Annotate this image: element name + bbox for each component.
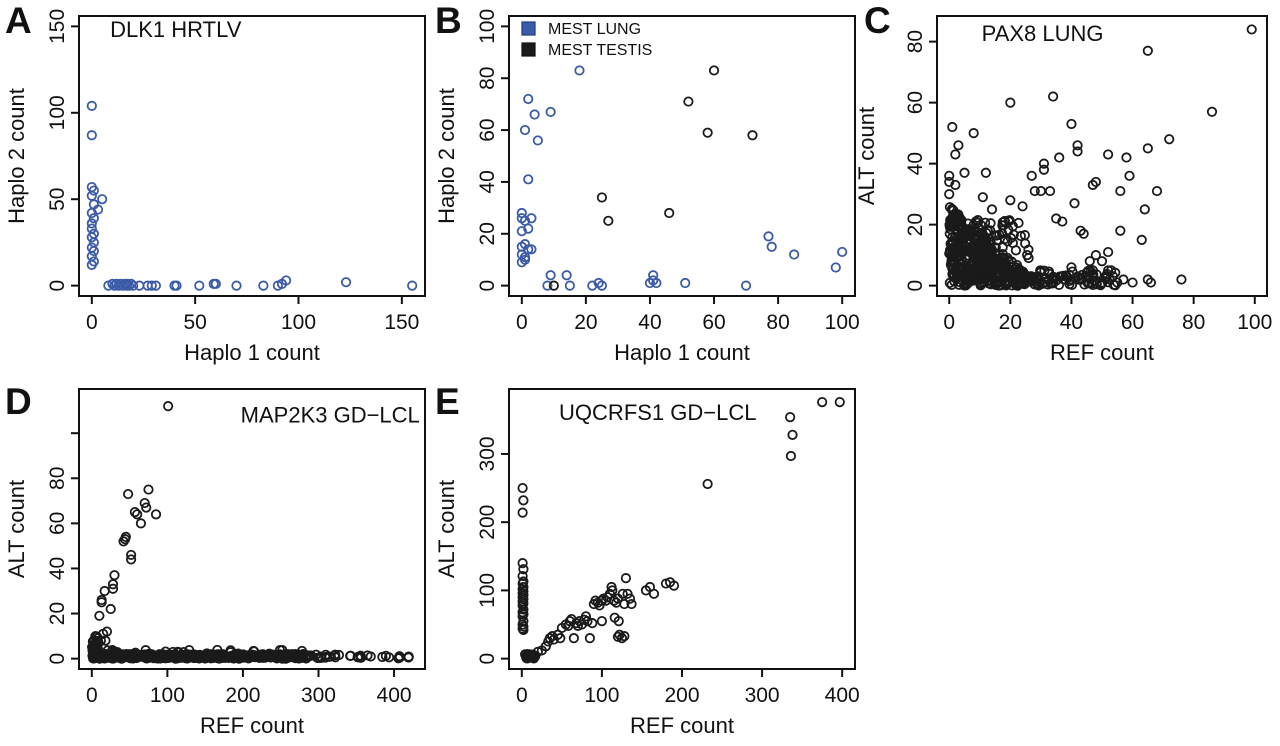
svg-text:50: 50	[183, 311, 206, 334]
svg-text:40: 40	[46, 557, 69, 580]
svg-text:PAX8 LUNG: PAX8 LUNG	[982, 21, 1104, 46]
svg-text:20: 20	[46, 602, 69, 625]
svg-text:0: 0	[476, 653, 499, 665]
svg-text:REF count: REF count	[1050, 340, 1154, 365]
svg-text:DLK1 HRTLV: DLK1 HRTLV	[110, 17, 242, 42]
panel-b-scatter-mest: 0 20 40 60 80 100 0 20 40 60 80 100 Haplo 1 count Hap…	[434, 9, 860, 365]
svg-text:0: 0	[904, 280, 927, 292]
panel-e: E 0 100 200 300 400 0 100 200 300 REF count ALT co…	[430, 373, 860, 746]
svg-text:0: 0	[86, 684, 98, 707]
svg-text:100: 100	[476, 9, 499, 44]
panel-e-letter: E	[435, 381, 460, 422]
panel-d-letter: D	[5, 381, 32, 422]
panel-c-scatter-pax8-lung: 0 20 40 60 80 100 0 20 40 60 80 REF count ALT count P…	[854, 15, 1272, 365]
svg-text:0: 0	[86, 311, 98, 334]
svg-text:60: 60	[702, 311, 725, 334]
svg-text:150: 150	[384, 311, 419, 334]
svg-text:80: 80	[766, 311, 789, 334]
svg-text:20: 20	[904, 213, 927, 236]
panel-a-scatter-dlk1-hrtlv: 0 50 100 150 0 50 100 150 Haplo 1 count Haplo 2 c…	[4, 9, 426, 365]
svg-text:REF count: REF count	[630, 713, 734, 738]
panel-d: D 0 100 200 300 400 0 20 40 60 80 REF count ALT cou…	[0, 373, 430, 746]
panel-a-letter: A	[5, 0, 32, 41]
svg-text:60: 60	[476, 118, 499, 141]
svg-text:60: 60	[46, 512, 69, 535]
svg-text:400: 400	[825, 684, 860, 707]
svg-text:80: 80	[904, 30, 927, 53]
svg-text:200: 200	[664, 684, 699, 707]
svg-text:100: 100	[46, 95, 69, 130]
svg-text:100: 100	[150, 684, 185, 707]
svg-text:UQCRFS1 GD−LCL: UQCRFS1 GD−LCL	[559, 400, 756, 425]
panel-b-letter: B	[435, 0, 462, 41]
svg-text:0: 0	[46, 653, 69, 665]
svg-text:40: 40	[1060, 311, 1083, 334]
svg-text:300: 300	[745, 684, 780, 707]
svg-text:0: 0	[516, 684, 528, 707]
svg-text:40: 40	[638, 311, 661, 334]
svg-text:ALT count: ALT count	[854, 107, 879, 205]
svg-text:20: 20	[476, 222, 499, 245]
panel-d-scatter-map2k3-gdlcl: 0 100 200 300 400 0 20 40 60 80 REF count ALT count…	[4, 388, 426, 738]
svg-text:60: 60	[904, 91, 927, 114]
svg-text:MEST TESTIS: MEST TESTIS	[548, 42, 652, 59]
svg-text:0: 0	[943, 311, 955, 334]
svg-text:200: 200	[476, 505, 499, 540]
svg-text:100: 100	[1237, 311, 1272, 334]
svg-text:Haplo 1 count: Haplo 1 count	[184, 340, 320, 365]
svg-text:100: 100	[584, 684, 619, 707]
svg-text:60: 60	[1121, 311, 1144, 334]
svg-text:0: 0	[516, 311, 528, 334]
svg-text:150: 150	[46, 9, 69, 44]
svg-text:0: 0	[46, 280, 69, 292]
svg-text:300: 300	[301, 684, 336, 707]
svg-text:MEST LUNG: MEST LUNG	[548, 21, 641, 38]
svg-text:400: 400	[377, 684, 412, 707]
panel-c-letter: C	[864, 0, 891, 41]
svg-text:100: 100	[476, 573, 499, 608]
svg-text:Haplo 1 count: Haplo 1 count	[614, 340, 750, 365]
svg-text:50: 50	[46, 188, 69, 211]
svg-text:100: 100	[825, 311, 860, 334]
svg-text:REF count: REF count	[200, 713, 304, 738]
panel-e-scatter-uqcrfs1-gdlcl: 0 100 200 300 400 0 100 200 300 REF count ALT coun…	[434, 388, 860, 738]
svg-text:20: 20	[999, 311, 1022, 334]
svg-text:80: 80	[1182, 311, 1205, 334]
svg-text:ALT count: ALT count	[434, 480, 459, 578]
svg-text:40: 40	[904, 152, 927, 175]
panel-b: B 0 20 40 60 80 100 0 20 40 60 80 100 Haplo 1 count H…	[430, 0, 860, 373]
svg-text:40: 40	[476, 170, 499, 193]
svg-text:200: 200	[225, 684, 260, 707]
svg-text:Haplo 2 count: Haplo 2 count	[434, 88, 459, 224]
svg-text:100: 100	[281, 311, 316, 334]
svg-text:80: 80	[476, 67, 499, 90]
svg-text:80: 80	[46, 467, 69, 490]
svg-text:Haplo 2 count: Haplo 2 count	[4, 88, 29, 224]
svg-text:20: 20	[574, 311, 597, 334]
svg-text:ALT count: ALT count	[4, 480, 29, 578]
panel-a: A 0 50 100 150 0 50 100 150 Haplo 1 count Haplo 2…	[0, 0, 430, 373]
svg-text:300: 300	[476, 436, 499, 471]
svg-text:MAP2K3 GD−LCL: MAP2K3 GD−LCL	[241, 403, 420, 428]
svg-text:0: 0	[476, 280, 499, 292]
panel-c: C 0 20 40 60 80 100 0 20 40 60 80 REF count ALT coun…	[850, 0, 1280, 373]
